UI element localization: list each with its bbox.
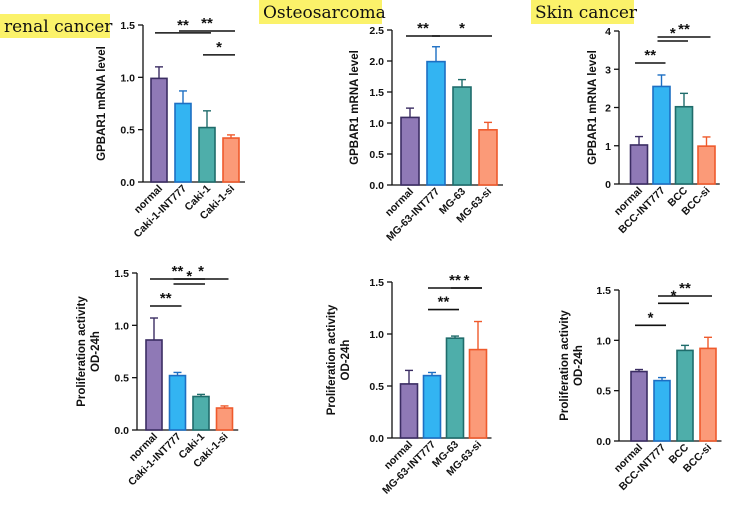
y-tick-label: 0.0 bbox=[120, 177, 135, 189]
section-title-skin: Skin cancer bbox=[535, 3, 638, 23]
bar-MG-63-INT777 bbox=[426, 60, 446, 186]
significance-marker: ** bbox=[201, 15, 213, 32]
y-tick-label: 1.5 bbox=[596, 285, 611, 297]
significance-marker: * bbox=[648, 309, 654, 326]
y-tick-label: 1.5 bbox=[369, 277, 384, 289]
section-title-renal: renal cancer bbox=[4, 17, 113, 37]
y-axis-label: GPBAR1 mRNA level bbox=[349, 50, 361, 165]
title-highlight-renal bbox=[0, 14, 110, 38]
y-tick-label: 0.0 bbox=[369, 433, 384, 445]
y-tick-label: 1.5 bbox=[369, 87, 384, 99]
significance-marker: ** bbox=[449, 272, 461, 289]
significance-marker: ** bbox=[679, 280, 691, 297]
bar-normal bbox=[145, 339, 163, 431]
significance-marker: ** bbox=[678, 21, 690, 38]
y-tick-label: 2.0 bbox=[369, 56, 384, 68]
y-tick-label: 4 bbox=[605, 26, 611, 38]
y-axis-label: Proliferation activity bbox=[559, 310, 571, 421]
section-title-osteo: Osteosarcoma bbox=[263, 3, 386, 23]
bar-normal bbox=[630, 370, 648, 442]
bar-BCC-INT777 bbox=[652, 85, 671, 185]
significance-marker: * bbox=[186, 268, 192, 285]
significance-marker: ** bbox=[172, 263, 184, 280]
y-tick-label: 0.5 bbox=[369, 149, 384, 161]
significance-marker: * bbox=[464, 272, 470, 289]
y-tick-label: 0 bbox=[605, 179, 611, 191]
y-tick-label: 0.5 bbox=[596, 386, 611, 398]
bar-Caki-1-si bbox=[215, 407, 234, 431]
bar-BCC-INT777 bbox=[653, 379, 671, 442]
significance-marker: ** bbox=[177, 17, 189, 34]
y-tick-label: 2.5 bbox=[369, 25, 384, 37]
bar-BCC-si bbox=[699, 347, 717, 442]
y-tick-label: 1.0 bbox=[596, 335, 611, 347]
bar-normal bbox=[629, 144, 649, 185]
y-axis-label: GPBAR1 mRNA level bbox=[587, 50, 599, 165]
significance-marker: ** bbox=[644, 47, 656, 64]
y-tick-label: 1.0 bbox=[114, 320, 129, 332]
bar-normal bbox=[399, 383, 419, 439]
significance-marker: * bbox=[198, 263, 204, 280]
significance-marker: ** bbox=[160, 290, 172, 307]
bar-MG-63-INT777 bbox=[422, 374, 442, 439]
title-highlight-skin bbox=[531, 0, 634, 24]
bar-MG-63 bbox=[445, 337, 465, 439]
significance-marker: * bbox=[459, 20, 465, 37]
significance-marker: ** bbox=[438, 294, 450, 311]
bar-normal bbox=[400, 116, 420, 186]
y-axis-label: OD-24h bbox=[573, 345, 585, 386]
bar-MG-63 bbox=[452, 86, 472, 186]
y-axis-label: OD-24h bbox=[90, 331, 102, 372]
bar-Caki-1 bbox=[192, 395, 210, 431]
y-tick-label: 2 bbox=[605, 103, 611, 115]
bar-MG-63-si bbox=[468, 348, 488, 439]
significance-marker: ** bbox=[417, 20, 429, 37]
bar-normal bbox=[150, 77, 168, 183]
y-tick-label: 3 bbox=[605, 64, 611, 76]
bar-BCC bbox=[676, 349, 694, 442]
y-tick-label: 1.5 bbox=[114, 268, 129, 280]
section-titles: renal cancer Osteosarcoma Skin cancer bbox=[0, 0, 638, 38]
y-tick-label: 0.5 bbox=[369, 381, 384, 393]
y-tick-label: 0.0 bbox=[114, 425, 129, 437]
y-tick-label: 1 bbox=[605, 141, 611, 153]
bar-BCC bbox=[674, 105, 694, 185]
bar-Caki-1-si bbox=[222, 137, 240, 183]
chart-renal-prolif: 0.0 0.5 1.0 1.5 Proliferation activity OD-24h… bbox=[76, 263, 239, 488]
bar-MG-63-si bbox=[478, 129, 498, 186]
significance-marker: * bbox=[216, 39, 222, 56]
y-axis-label: Proliferation activity bbox=[326, 304, 338, 415]
bar-BCC-si bbox=[697, 145, 716, 185]
chart-skin-prolif: 0.0 0.5 1.0 1.5 Proliferation activity OD-24h… bbox=[559, 280, 722, 493]
y-tick-label: 0.0 bbox=[369, 180, 384, 192]
y-tick-label: 0.5 bbox=[120, 125, 135, 137]
significance-marker: * bbox=[670, 25, 676, 42]
y-axis-label: OD-24h bbox=[340, 340, 352, 381]
y-tick-label: 1.0 bbox=[369, 329, 384, 341]
y-axis-label: Proliferation activity bbox=[76, 296, 88, 407]
bar-Caki-1 bbox=[198, 126, 216, 183]
y-tick-label: 1.0 bbox=[120, 72, 135, 84]
y-tick-label: 0.0 bbox=[596, 436, 611, 448]
y-tick-label: 0.5 bbox=[114, 373, 129, 385]
chart-osteo-prolif: 0.0 0.5 1.0 1.5 Proliferation activity OD-24h… bbox=[326, 272, 492, 497]
y-tick-label: 1.0 bbox=[369, 118, 384, 130]
bar-Caki-1-INT777 bbox=[168, 374, 187, 431]
y-axis-label: GPBAR1 mRNA level bbox=[96, 46, 108, 161]
bar-Caki-1-INT777 bbox=[174, 102, 192, 183]
title-highlight-osteo bbox=[259, 0, 382, 24]
y-tick-label: 1.5 bbox=[120, 20, 135, 32]
